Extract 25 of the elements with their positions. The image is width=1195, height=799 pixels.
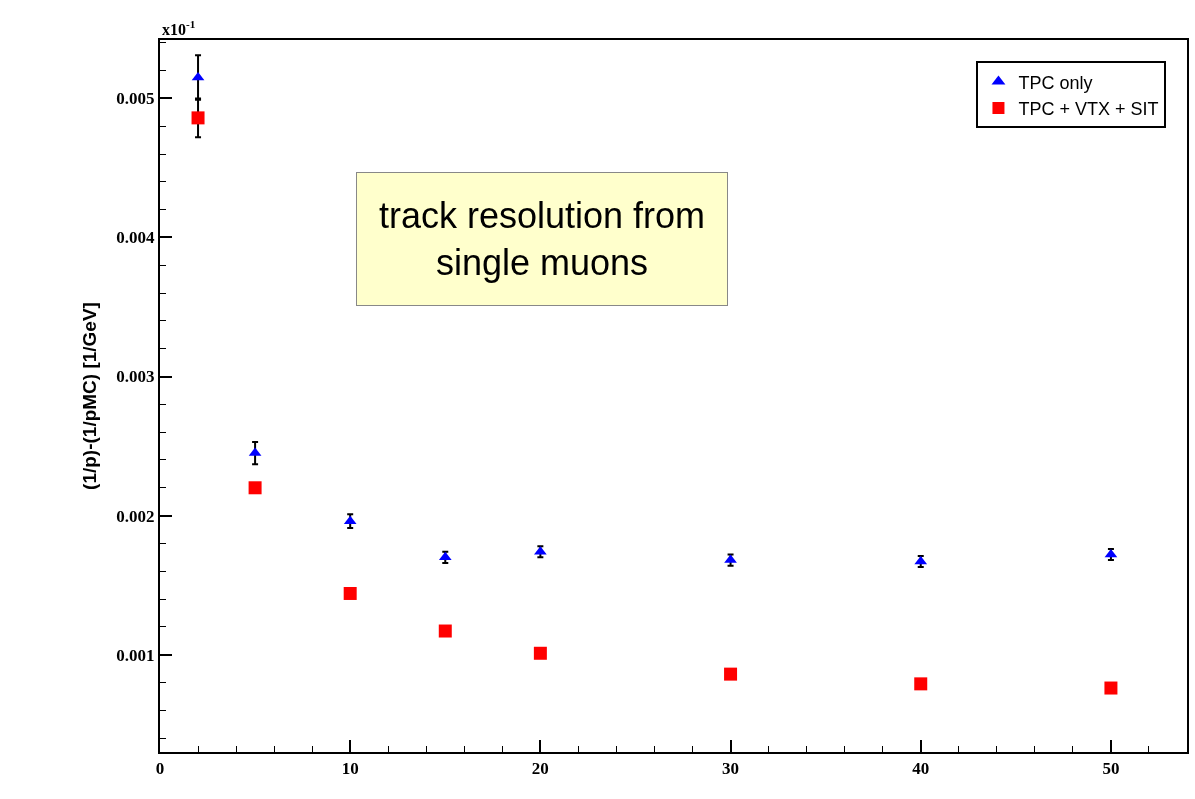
legend-label: TPC only: [1018, 72, 1093, 93]
y-tick-label: 0.004: [116, 228, 156, 248]
point: [1104, 681, 1118, 695]
x-tick-label: 20: [531, 759, 549, 779]
point: [533, 646, 547, 660]
x-tick-label: 50: [1102, 759, 1120, 779]
point: [914, 555, 928, 565]
y-tick-label: 0.002: [116, 506, 155, 526]
y-tick-label: 0.005: [116, 89, 155, 109]
text: x10$^{-1}$: [162, 18, 196, 38]
point: [343, 586, 357, 600]
point: [248, 481, 262, 495]
y-axis-title: (1/p)-(1/pMC) [1/GeV]: [78, 302, 100, 490]
annotation: track resolution from single muons: [379, 195, 706, 283]
x-tick-label: 30: [722, 759, 740, 779]
point: [438, 624, 452, 638]
y-tick-label: 0.003: [116, 367, 155, 387]
point: [914, 677, 928, 691]
legend-label: TPC + VTX + SIT: [1018, 98, 1159, 119]
point: [724, 667, 738, 681]
x-tick-label: 40: [912, 759, 930, 779]
x-tick-label: 10: [341, 759, 359, 779]
x-tick-label: 0: [155, 759, 165, 779]
point: [191, 111, 205, 125]
y-tick-label: 0.001: [116, 645, 155, 665]
